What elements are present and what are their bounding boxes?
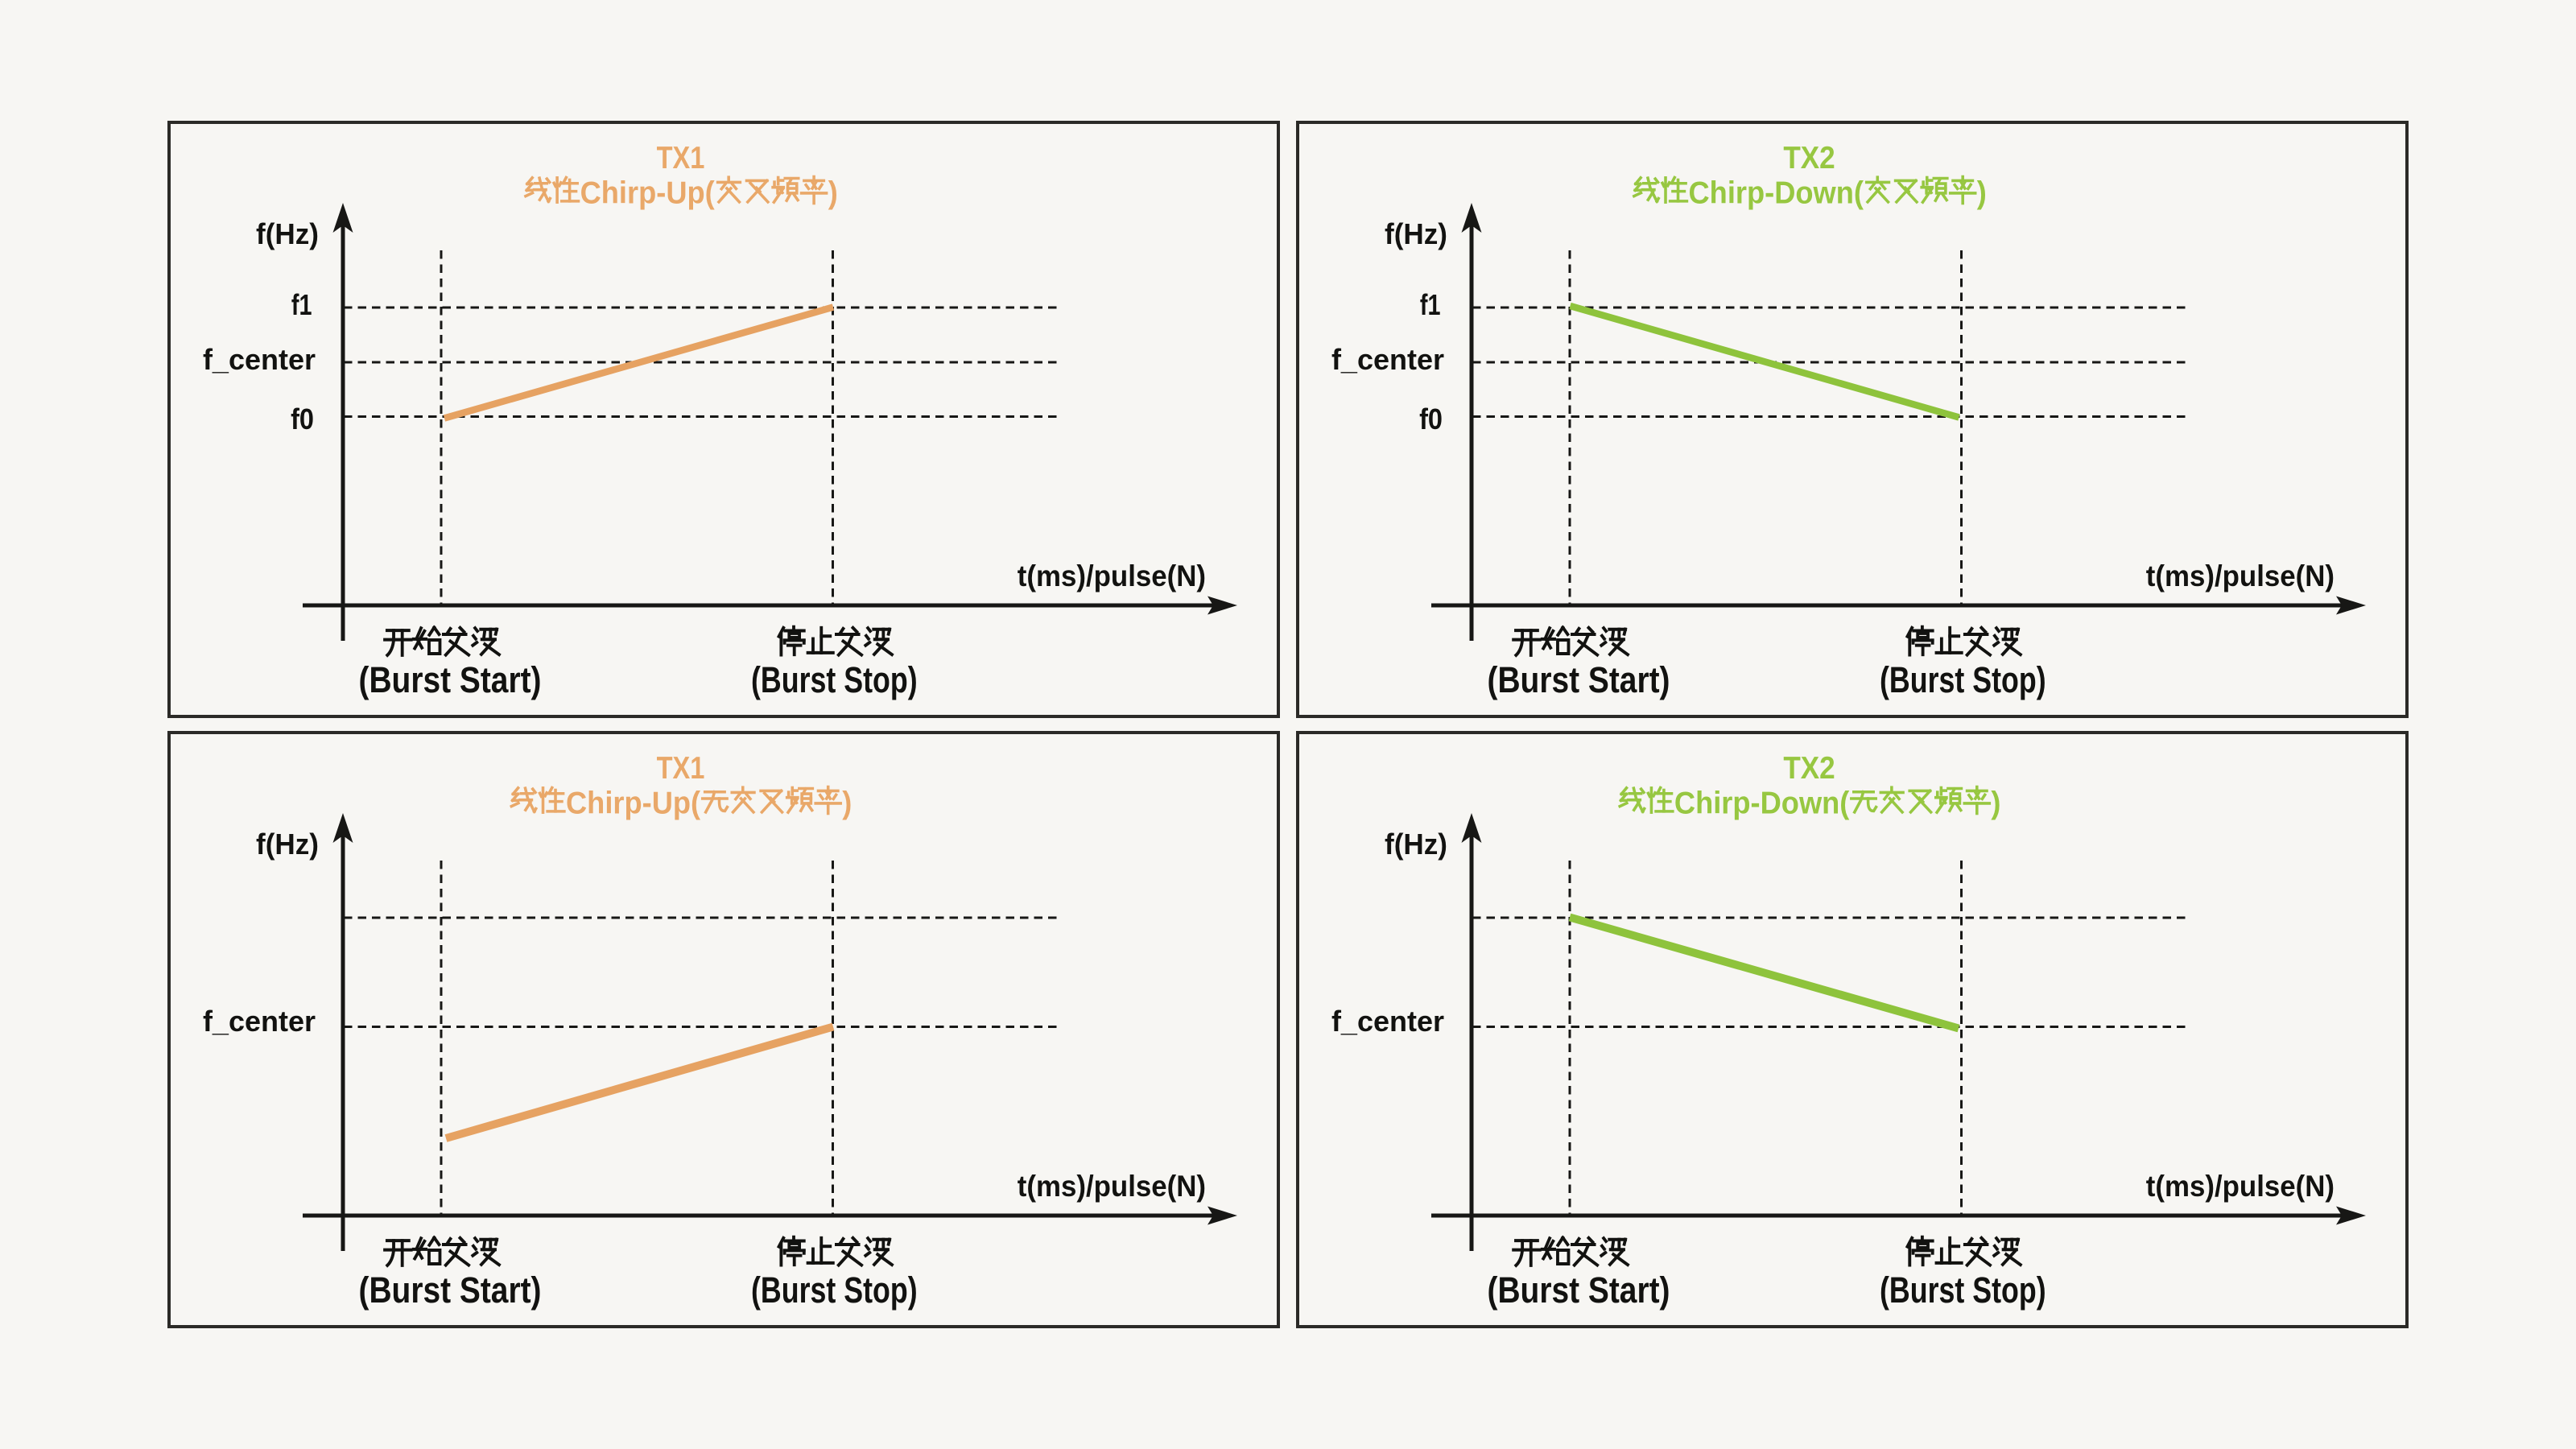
svg-text:f_center: f_center <box>203 343 316 376</box>
svg-text:f0: f0 <box>1419 404 1443 436</box>
svg-text:(Burst Stop): (Burst Stop) <box>1880 659 2046 700</box>
svg-text:Chirp-Up(: Chirp-Up( <box>580 175 716 209</box>
svg-text:(Burst Start): (Burst Start) <box>358 1269 541 1310</box>
svg-text:Chirp-Down(: Chirp-Down( <box>1674 785 1850 819</box>
svg-text:(Burst Start): (Burst Start) <box>1487 659 1670 700</box>
svg-text:f(Hz): f(Hz) <box>1385 828 1447 861</box>
svg-text:): ) <box>1991 785 2000 819</box>
svg-text:(Burst Stop): (Burst Stop) <box>751 1269 918 1311</box>
svg-text:): ) <box>1977 175 1987 209</box>
svg-text:): ) <box>842 785 852 819</box>
svg-text:t(ms)/pulse(N): t(ms)/pulse(N) <box>1018 1169 1206 1203</box>
svg-text:(Burst Start): (Burst Start) <box>358 659 541 700</box>
svg-text:(Burst Start): (Burst Start) <box>1487 1269 1670 1310</box>
svg-text:f_center: f_center <box>1331 343 1444 376</box>
svg-text:f(Hz): f(Hz) <box>256 218 319 251</box>
svg-text:TX1: TX1 <box>657 139 705 175</box>
svg-text:t(ms)/pulse(N): t(ms)/pulse(N) <box>2146 559 2334 592</box>
svg-text:): ) <box>828 175 838 209</box>
svg-text:t(ms)/pulse(N): t(ms)/pulse(N) <box>1018 559 1206 592</box>
svg-text:(Burst Stop): (Burst Stop) <box>751 659 918 700</box>
svg-text:Chirp-Up(: Chirp-Up( <box>566 785 701 819</box>
svg-text:f(Hz): f(Hz) <box>256 828 319 861</box>
svg-text:f0: f0 <box>291 404 314 436</box>
svg-text:f1: f1 <box>291 288 312 321</box>
svg-text:f_center: f_center <box>203 1005 316 1038</box>
svg-text:TX2: TX2 <box>1783 139 1835 175</box>
svg-text:TX1: TX1 <box>657 749 705 785</box>
svg-text:f_center: f_center <box>1331 1005 1444 1038</box>
svg-text:TX2: TX2 <box>1783 749 1835 785</box>
svg-text:Chirp-Down(: Chirp-Down( <box>1689 175 1864 209</box>
svg-text:f1: f1 <box>1420 288 1441 321</box>
svg-text:t(ms)/pulse(N): t(ms)/pulse(N) <box>2146 1169 2334 1203</box>
svg-text:f(Hz): f(Hz) <box>1385 218 1447 251</box>
svg-text:(Burst Stop): (Burst Stop) <box>1880 1269 2046 1311</box>
